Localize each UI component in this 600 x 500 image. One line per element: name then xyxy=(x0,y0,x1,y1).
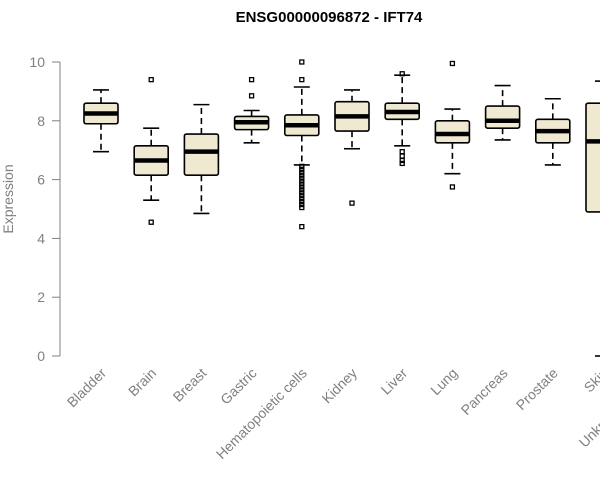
boxes-group xyxy=(83,59,600,357)
outlier-point xyxy=(299,193,305,199)
outlier-point xyxy=(299,175,305,181)
box-pancreas xyxy=(484,84,521,141)
box-skin xyxy=(585,80,600,357)
x-tick-label: Prostate xyxy=(513,365,561,413)
y-tick-label: 4 xyxy=(37,230,45,246)
y-tick-label: 8 xyxy=(37,113,45,129)
box-prostate xyxy=(534,97,571,166)
outlier-point xyxy=(299,204,305,211)
outlier-point xyxy=(399,149,405,155)
box-hematopoietic-cells xyxy=(283,59,320,230)
x-tick-label: Kidney xyxy=(319,365,361,407)
y-tick-label: 6 xyxy=(37,172,45,188)
y-axis-label: Expression xyxy=(0,164,16,233)
y-tick-label: 0 xyxy=(37,348,45,364)
outlier-point xyxy=(299,172,305,178)
outlier-point xyxy=(449,184,456,190)
box-liver xyxy=(384,71,421,167)
outlier-point xyxy=(399,153,405,159)
outlier-point xyxy=(449,60,456,67)
box-lung xyxy=(434,60,471,190)
x-tick-label: Brain xyxy=(125,365,159,399)
box-iqr xyxy=(183,133,220,176)
outlier-point xyxy=(299,76,305,83)
x-tick-label: Skin xyxy=(581,365,600,396)
x-tick-label: Pancreas xyxy=(458,365,511,418)
x-tick-label: Gastric xyxy=(217,365,260,408)
outlier-point xyxy=(349,200,355,206)
outlier-point xyxy=(299,223,305,230)
y-axis: 0 2 4 6 8 10 xyxy=(29,54,61,364)
x-tick-label: Liver xyxy=(378,365,411,398)
outlier-point xyxy=(299,201,305,208)
outlier-point xyxy=(299,181,305,187)
outlier-point xyxy=(299,196,305,202)
outlier-point xyxy=(299,169,305,175)
outlier-point xyxy=(248,76,255,83)
box-iqr xyxy=(585,102,600,213)
outlier-point xyxy=(299,59,305,65)
outlier-point xyxy=(148,76,154,83)
outlier-point xyxy=(248,93,255,99)
box-gastric xyxy=(233,76,270,144)
outlier-point xyxy=(148,219,154,225)
outlier-point xyxy=(299,178,305,184)
x-tick-label: Hematopoietic cells xyxy=(213,365,310,462)
box-bladder xyxy=(83,89,119,153)
outlier-point xyxy=(299,184,305,190)
y-tick-label: 10 xyxy=(29,54,45,70)
outlier-point xyxy=(299,198,305,205)
x-tick-label: Bladder xyxy=(64,365,110,411)
chart-title: ENSG00000096872 - IFT74 xyxy=(236,9,423,26)
box-breast xyxy=(183,103,220,215)
box-iqr xyxy=(484,105,521,129)
outlier-point xyxy=(299,163,305,170)
box-kidney xyxy=(334,89,370,206)
outlier-point xyxy=(399,71,405,77)
x-tick-label: Lung xyxy=(427,365,460,398)
outlier-point xyxy=(299,190,305,196)
outlier-point xyxy=(299,187,305,193)
outlier-point xyxy=(399,160,405,167)
x-tick-label: Breast xyxy=(170,365,210,405)
box-brain xyxy=(133,76,169,225)
y-tick-label: 2 xyxy=(37,289,45,305)
outlier-point xyxy=(299,166,305,172)
outlier-point xyxy=(399,157,405,164)
